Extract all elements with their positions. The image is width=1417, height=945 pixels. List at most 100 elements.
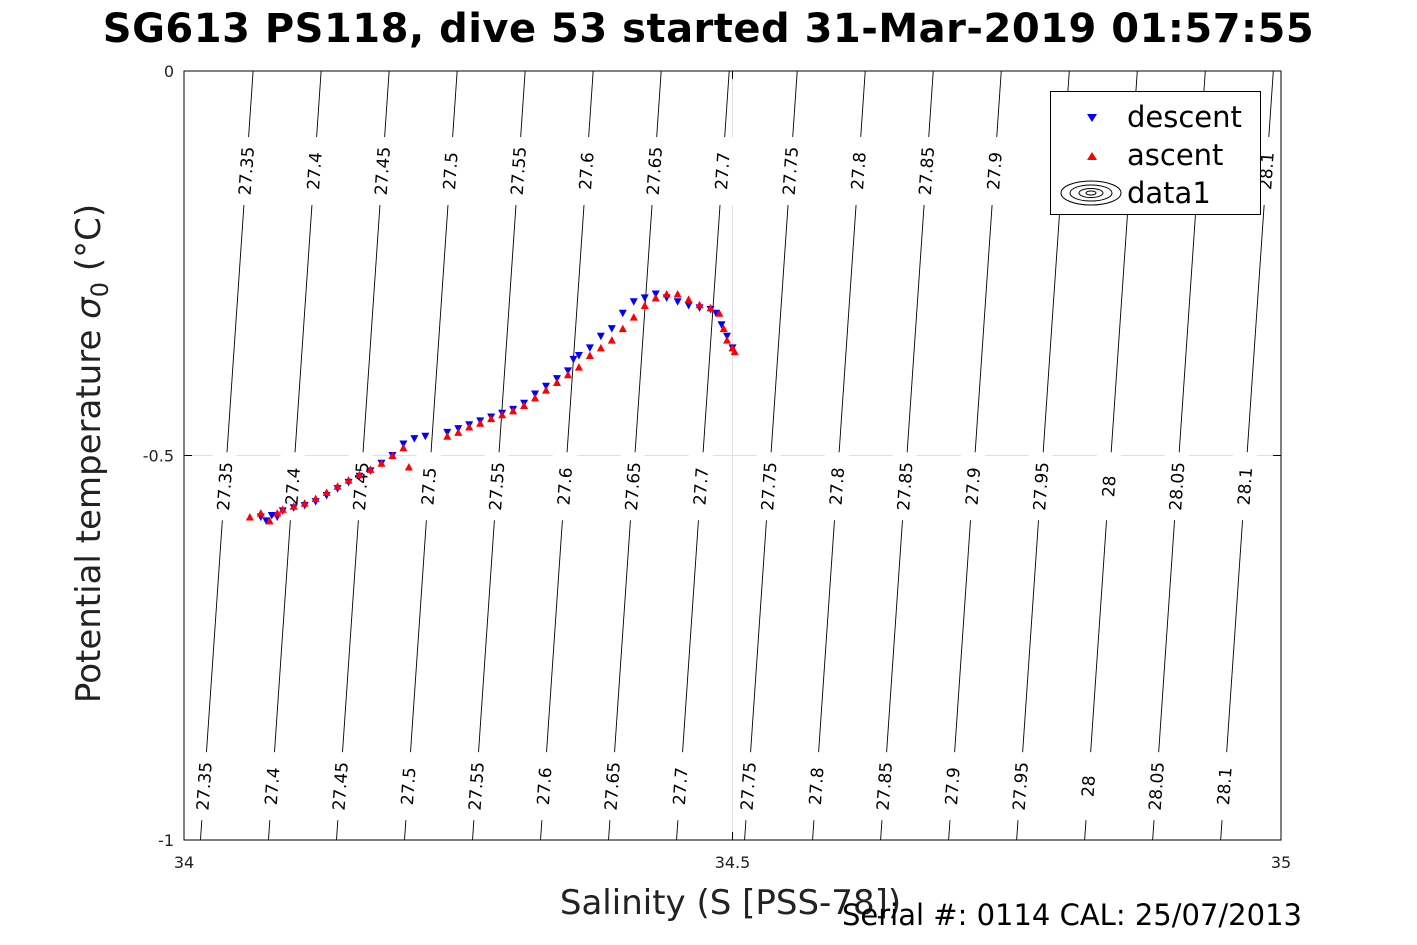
- legend: descent ascent data1: [1050, 91, 1261, 215]
- descent-point: [717, 321, 726, 329]
- isopycnal-label-bg: [532, 752, 557, 821]
- isopycnal-label-bg: [892, 452, 917, 521]
- ascent-point: [476, 419, 485, 427]
- isopycnal-label-bg: [464, 752, 489, 821]
- isopycnal-label: 27.9: [963, 467, 986, 506]
- ascent-point: [640, 301, 649, 310]
- isopycnal-label-bg: [620, 452, 645, 521]
- x-axis-label: Salinity (S [PSS-78]): [560, 883, 901, 923]
- isopycnal-label-bg: [778, 136, 803, 205]
- isopycnal-label: 28: [1079, 775, 1100, 798]
- isopycnal-label-bg: [642, 136, 667, 205]
- isopycnal-line: [1289, 71, 1342, 840]
- isopycnal-label-bg: [260, 752, 285, 821]
- isopycnal-label: 27.45: [350, 461, 373, 511]
- ascent-point: [563, 370, 572, 379]
- ascent-point: [596, 343, 605, 352]
- isopycnal-label: 27.55: [508, 146, 531, 196]
- ascent-point: [333, 482, 342, 490]
- ascent-point: [487, 414, 496, 423]
- isopycnal-label: 27.75: [758, 461, 781, 511]
- ascent-point: [629, 313, 638, 321]
- descent-point: [673, 298, 682, 306]
- isopycnal-label-bg: [982, 136, 1007, 205]
- isopycnal-label: 27.6: [576, 151, 599, 190]
- isopycnal-label: 27.7: [690, 467, 713, 506]
- isopycnal-label-bg: [574, 136, 599, 205]
- isopycnal-label: 27.95: [1030, 461, 1053, 511]
- ascent-point: [552, 378, 561, 386]
- ascent-point: [498, 410, 507, 419]
- isopycnal-label-bg: [1096, 452, 1121, 521]
- isopycnal-label: 27.4: [262, 767, 285, 806]
- ascent-point: [265, 516, 274, 525]
- ascent-point: [245, 513, 254, 521]
- isopycnal-label-bg: [846, 136, 871, 205]
- x-tick-label: 34: [174, 853, 194, 872]
- legend-label-data1: data1: [1127, 176, 1211, 210]
- data-series: [245, 290, 739, 525]
- legend-entry-data1: data1: [1051, 174, 1260, 212]
- isopycnal-label-bg: [600, 752, 625, 821]
- ascent-point: [662, 290, 671, 298]
- isopycnal-label: 27.5: [418, 467, 441, 506]
- isopycnal-label-bg: [960, 452, 985, 521]
- isopycnal-label: 27.8: [806, 767, 829, 806]
- isopycnal-label-bg: [438, 136, 463, 205]
- descent-point: [607, 325, 616, 333]
- ascent-point: [399, 443, 408, 452]
- isopycnal-label-bg: [484, 452, 509, 521]
- descent-point: [596, 332, 605, 341]
- y-tick-label: 0: [164, 62, 174, 81]
- isopycnal-label: 27.4: [304, 151, 327, 190]
- isopycnal-label: 27.9: [984, 151, 1007, 190]
- isopycnal-label: 27.7: [712, 151, 735, 190]
- ascent-point: [719, 324, 728, 333]
- isopycnal-label: 27.95: [1010, 761, 1033, 811]
- isopycnal-label-bg: [1076, 752, 1101, 821]
- isopycnal-label-bg: [1232, 452, 1257, 521]
- x-tick-label: 35: [1271, 853, 1291, 872]
- isopycnal-label-bg: [688, 452, 713, 521]
- ascent-point: [574, 363, 583, 371]
- isopycnal-label: 27.45: [329, 761, 352, 811]
- isopycnal-label: 27.55: [486, 461, 509, 511]
- isopycnal-label: 27.85: [874, 761, 897, 811]
- contour-icon: [1060, 180, 1122, 206]
- ascent-point: [715, 309, 724, 317]
- isopycnal-label: 27.65: [622, 461, 645, 511]
- y-axis-label-sigma: σ: [69, 296, 109, 319]
- ascent-point: [673, 290, 682, 298]
- ascent-point: [706, 303, 715, 312]
- isopycnal-label: 27.5: [398, 767, 421, 806]
- descent-point: [585, 344, 594, 352]
- y-tick-label: -0.5: [143, 447, 174, 466]
- isopycnal-label-bg: [396, 752, 421, 821]
- x-tick-label: 34.5: [715, 853, 751, 872]
- isopycnal-label: 27.8: [848, 151, 871, 190]
- isopycnal-label-bg: [1164, 452, 1189, 521]
- y-axis-label: Potential temperature σ0 (°C): [69, 204, 114, 703]
- ascent-point: [278, 505, 287, 513]
- triangle-up-icon: [1087, 152, 1097, 160]
- y-axis-label-subscript: 0: [86, 282, 114, 297]
- ascent-point: [684, 295, 693, 303]
- isopycnal-label: 27.65: [602, 761, 625, 811]
- isopycnal-label-bg: [1008, 752, 1033, 821]
- isopycnal-label-bg: [668, 752, 693, 821]
- isopycnal-label: 27.6: [554, 467, 577, 506]
- y-tick-label: -1: [158, 831, 174, 850]
- y-axis-label-unit: (°C): [69, 204, 109, 282]
- ascent-point: [322, 488, 331, 496]
- isopycnal-label: 27.85: [894, 461, 917, 511]
- ascent-point: [618, 324, 627, 333]
- ascent-point: [273, 509, 282, 517]
- isopycnal-label-bg: [872, 752, 897, 821]
- isopycnal-label-bg: [370, 136, 395, 205]
- descent-point: [410, 435, 419, 443]
- isopycnal-label: 27.35: [214, 461, 237, 511]
- ascent-point: [509, 406, 518, 415]
- isopycnal-label-bg: [506, 136, 531, 205]
- isopycnal-label-bg: [212, 452, 237, 521]
- isopycnal-label: 27.35: [193, 761, 216, 811]
